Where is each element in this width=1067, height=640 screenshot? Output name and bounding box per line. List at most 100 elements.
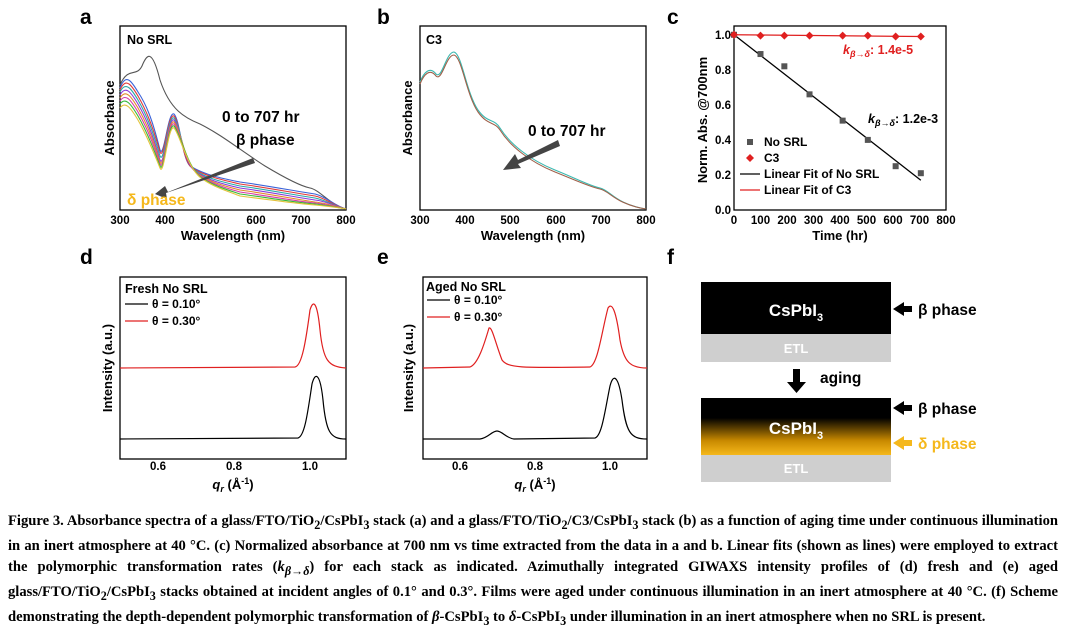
ylabel-c: Norm. Abs. @700nm [695, 57, 710, 183]
xtick-e: 0.6 [452, 461, 468, 473]
fit-line-nosrl [733, 34, 922, 181]
figure-3: a No SRL 0 to 707 hr β phase δ phase 300… [80, 6, 977, 494]
ytick-c: 0.4 [715, 135, 732, 147]
legend-d-010: θ = 0.10° [152, 297, 201, 311]
xtick-a: 600 [246, 215, 265, 227]
xticks-b: 300 400 500 600 700 800 [410, 215, 655, 227]
xtick-c: 800 [936, 215, 955, 227]
xtick-c: 0 [731, 215, 737, 227]
ylabel-b: Absorbance [400, 80, 415, 155]
point-nosrl [757, 51, 764, 58]
xlabel-d: qr (Å-1) [212, 476, 253, 494]
panel-c-marks [730, 30, 925, 181]
spectra-a [119, 55, 347, 210]
legend-c-nosrl: No SRL [764, 135, 807, 149]
ytick-c: 0.0 [715, 205, 731, 217]
arrow-a-beta [155, 158, 255, 199]
giwaxs-e-030 [422, 305, 648, 369]
panel-b-label: C3 [426, 33, 442, 47]
fresh-cspbi3-layer [701, 282, 891, 334]
point-nosrl [839, 117, 846, 124]
arrow-f-beta-top [893, 302, 912, 316]
xtick-c: 500 [857, 215, 876, 227]
ytick-c: 0.2 [715, 170, 731, 182]
panel-a-label: No SRL [127, 33, 173, 47]
xtick-a: 700 [291, 215, 310, 227]
legend-c-c3: C3 [764, 151, 780, 165]
panel-letter-d: d [80, 246, 93, 269]
ylabel-a: Absorbance [102, 80, 117, 155]
xtick-a: 400 [155, 215, 174, 227]
xticks-e: 0.6 0.8 1.0 [452, 461, 618, 473]
ytick-c: 0.6 [715, 100, 731, 112]
arrow-f-aging [787, 369, 806, 393]
spectrum-b-707hr [419, 54, 647, 210]
panel-letter-c: c [667, 6, 679, 29]
point-c3 [891, 32, 900, 41]
plot-frame-c [733, 25, 947, 211]
point-c3 [730, 30, 738, 39]
panel-b: b C3 0 to 707 hr 300 400 500 600 700 800… [377, 6, 656, 243]
fit-line-c3 [733, 34, 921, 38]
fresh-etl-layer [701, 334, 891, 362]
point-nosrl [917, 170, 924, 177]
aged-etl-layer [701, 455, 891, 482]
ytick-c: 1.0 [715, 30, 731, 42]
ylabel-e: Intensity (a.u.) [401, 324, 416, 412]
xtick-a: 300 [110, 215, 129, 227]
panel-d-label: Fresh No SRL [125, 282, 208, 296]
aged-cspbi3-layer [701, 398, 891, 455]
ytick-c: 0.8 [715, 65, 732, 77]
xtick-c: 600 [883, 215, 902, 227]
xtick-e: 1.0 [602, 461, 618, 473]
figure-caption: Figure 3. Absorbance spectra of a glass/… [8, 513, 1059, 628]
rate-c3: kβ→δ: 1.4e-5 [843, 43, 913, 59]
panel-letter-a: a [80, 6, 92, 29]
arrow-f-delta [893, 436, 912, 450]
point-c3 [780, 31, 789, 40]
label-f-beta-top: β phase [918, 302, 977, 319]
xtick-b: 600 [546, 215, 565, 227]
panel-c: c kβ→δ: 1.4e-5 kβ→δ: 1.2e-3 No SRL C3 Li… [667, 6, 956, 243]
xtick-d: 1.0 [302, 461, 318, 473]
xtick-a: 500 [200, 215, 219, 227]
point-nosrl [806, 91, 813, 98]
annotation-a-beta: β phase [236, 132, 295, 149]
xtick-b: 700 [591, 215, 610, 227]
annotation-b-time: 0 to 707 hr [528, 123, 606, 140]
panel-a: a No SRL 0 to 707 hr β phase δ phase 300… [80, 6, 356, 243]
xtick-b: 300 [410, 215, 429, 227]
panel-e: e Aged No SRL θ = 0.10° θ = 0.30° 0.6 0.… [377, 246, 648, 494]
arrow-b-time [503, 140, 560, 170]
ylabel-d: Intensity (a.u.) [100, 324, 115, 412]
panel-d: d Fresh No SRL θ = 0.10° θ = 0.30° 0.6 0… [80, 246, 347, 494]
xticks-c: 0 100 200 300 400 500 600 700 800 [731, 215, 956, 227]
panel-letter-e: e [377, 246, 389, 269]
plot-frame-b [419, 25, 647, 211]
spectrum-a-707hr [119, 104, 347, 210]
plot-frame-a [119, 25, 347, 211]
xlabel-a: Wavelength (nm) [181, 228, 285, 243]
giwaxs-d-010 [119, 375, 347, 440]
xlabel-e: qr (Å-1) [514, 476, 555, 494]
legend-c-marker-nosrl [747, 139, 753, 145]
xtick-c: 700 [910, 215, 929, 227]
xtick-d: 0.6 [150, 461, 166, 473]
xtick-c: 300 [804, 215, 823, 227]
point-nosrl [892, 163, 899, 170]
xlabel-b: Wavelength (nm) [481, 228, 585, 243]
legend-e-030: θ = 0.30° [454, 310, 503, 324]
point-c3 [805, 31, 814, 40]
xtick-a: 800 [336, 215, 355, 227]
annotation-a-delta: δ phase [127, 192, 186, 209]
giwaxs-d-030 [119, 303, 347, 369]
label-f-aging: aging [820, 370, 861, 387]
legend-c-fit-c3: Linear Fit of C3 [764, 183, 852, 197]
aged-cspbi3-label: CsPbI3 [769, 419, 823, 442]
point-nosrl [781, 63, 788, 70]
xtick-c: 100 [751, 215, 770, 227]
giwaxs-e-010 [423, 377, 648, 440]
label-f-beta-bottom: β phase [918, 401, 977, 418]
point-c3 [863, 31, 872, 40]
xticks-d: 0.6 0.8 1.0 [150, 461, 318, 473]
